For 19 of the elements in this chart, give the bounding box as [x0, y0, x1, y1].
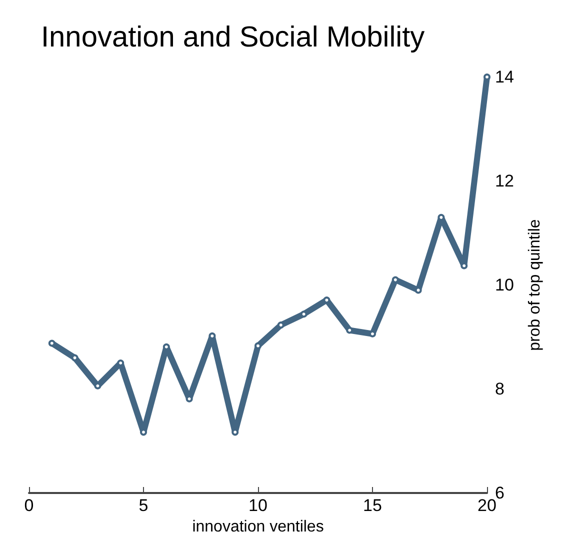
x-tick-label: 0: [24, 496, 34, 515]
y-tick-label: 8: [495, 380, 504, 398]
x-axis-title: innovation ventiles: [192, 518, 324, 536]
point: [277, 322, 284, 329]
y-axis-title: prob of top quintile: [526, 219, 544, 351]
y-tick-label: 14: [495, 68, 514, 86]
point: [254, 342, 262, 350]
point: [484, 74, 490, 80]
point: [300, 310, 308, 318]
chart-title: Innovation and Social Mobility: [41, 22, 426, 54]
y-tick-label: 12: [495, 172, 514, 190]
x-tick-label: 5: [138, 496, 148, 515]
y-tick-label: 6: [495, 484, 504, 502]
x-tick-label: 20: [478, 496, 496, 515]
x-tick-label: 15: [363, 496, 382, 515]
y-tick-label: 10: [495, 276, 514, 294]
point: [48, 340, 56, 347]
x-tick-label: 10: [248, 496, 268, 515]
point: [71, 354, 78, 362]
